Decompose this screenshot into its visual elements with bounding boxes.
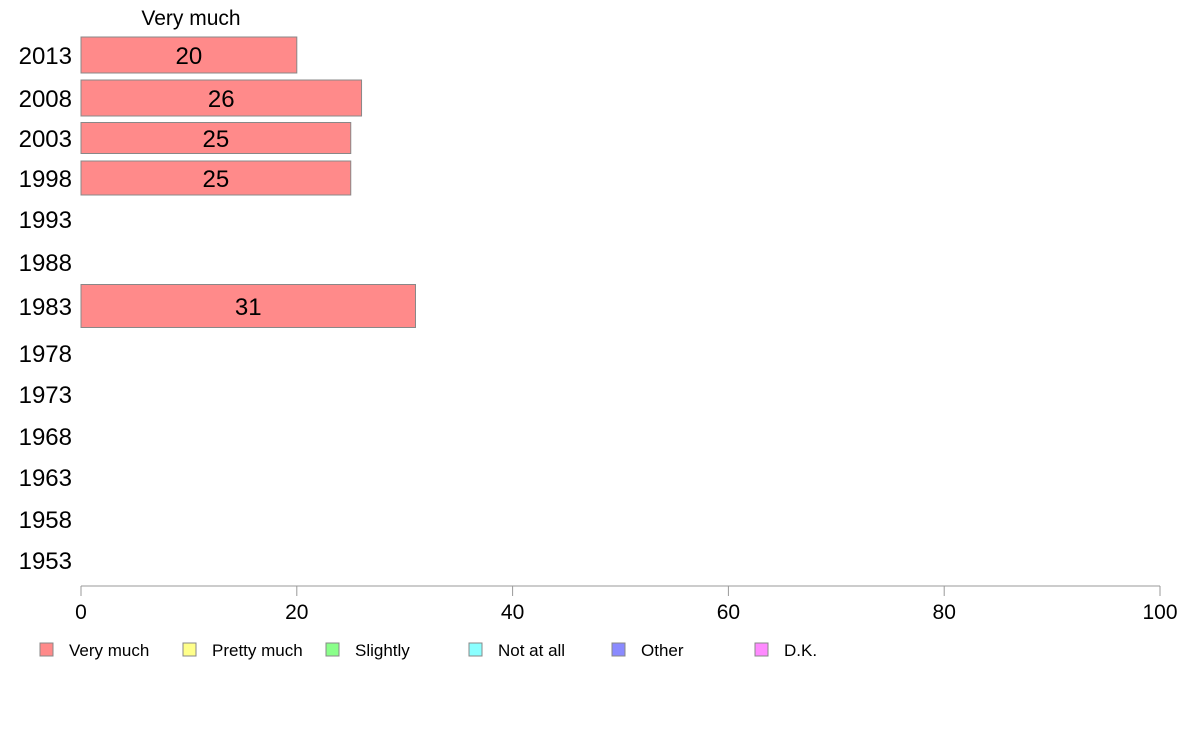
x-tick-label-60: 60 bbox=[717, 601, 740, 624]
legend-label-other: Other bbox=[641, 641, 684, 660]
legend-label-slightly: Slightly bbox=[355, 641, 410, 660]
category-label-2003: 2003 bbox=[19, 126, 72, 153]
bars bbox=[80, 36, 416, 328]
category-label-1968: 1968 bbox=[19, 424, 72, 451]
x-tick-label-40: 40 bbox=[501, 601, 524, 624]
bar-value-label-2003: 25 bbox=[203, 126, 230, 153]
legend-label-pretty-much: Pretty much bbox=[212, 641, 303, 660]
bar-1983 bbox=[80, 284, 416, 328]
bar-value-label-1998: 25 bbox=[203, 166, 230, 193]
bar-value-label-2008: 26 bbox=[208, 86, 235, 113]
legend-label-very-much: Very much bbox=[69, 641, 149, 660]
legend-swatch-very-much bbox=[39, 642, 54, 657]
x-tick-label-80: 80 bbox=[933, 601, 956, 624]
bar-value-label-2013: 20 bbox=[176, 43, 203, 70]
category-label-1963: 1963 bbox=[19, 465, 72, 492]
bar-2003 bbox=[80, 122, 352, 154]
legend-label-not-at-all: Not at all bbox=[498, 641, 565, 660]
category-label-1983: 1983 bbox=[19, 294, 72, 321]
legend-swatch-d-k bbox=[754, 642, 769, 657]
bar-1998 bbox=[80, 160, 352, 196]
legend-swatch-other bbox=[611, 642, 626, 657]
bar-2008 bbox=[80, 79, 363, 117]
legend-swatch-not-at-all bbox=[468, 642, 483, 657]
legend: Very much Pretty much Slightly Not at all Ot… bbox=[39, 641, 817, 660]
bar-2013 bbox=[80, 36, 298, 74]
legend-swatch-pretty-much bbox=[182, 642, 197, 657]
x-tick-label-0: 0 bbox=[75, 601, 87, 624]
category-label-2008: 2008 bbox=[19, 86, 72, 113]
category-label-1958: 1958 bbox=[19, 507, 72, 534]
bar-value-label-1983: 31 bbox=[235, 294, 262, 321]
legend-label-d-k: D.K. bbox=[784, 641, 817, 660]
category-label-1953: 1953 bbox=[19, 548, 72, 575]
series-title: Very much bbox=[141, 7, 240, 30]
x-axis-ticks: 0 20 40 60 80 100 bbox=[75, 586, 1178, 624]
category-label-1973: 1973 bbox=[19, 382, 72, 409]
category-label-1993: 1993 bbox=[19, 207, 72, 234]
x-tick-label-100: 100 bbox=[1142, 601, 1177, 624]
category-label-1998: 1998 bbox=[19, 166, 72, 193]
category-labels: 2013 2008 2003 1998 1993 1988 1983 1978 1973 1968… bbox=[19, 43, 72, 575]
legend-swatch-slightly bbox=[325, 642, 340, 657]
x-tick-label-20: 20 bbox=[285, 601, 308, 624]
category-label-2013: 2013 bbox=[19, 43, 72, 70]
category-label-1978: 1978 bbox=[19, 341, 72, 368]
category-label-1988: 1988 bbox=[19, 250, 72, 277]
